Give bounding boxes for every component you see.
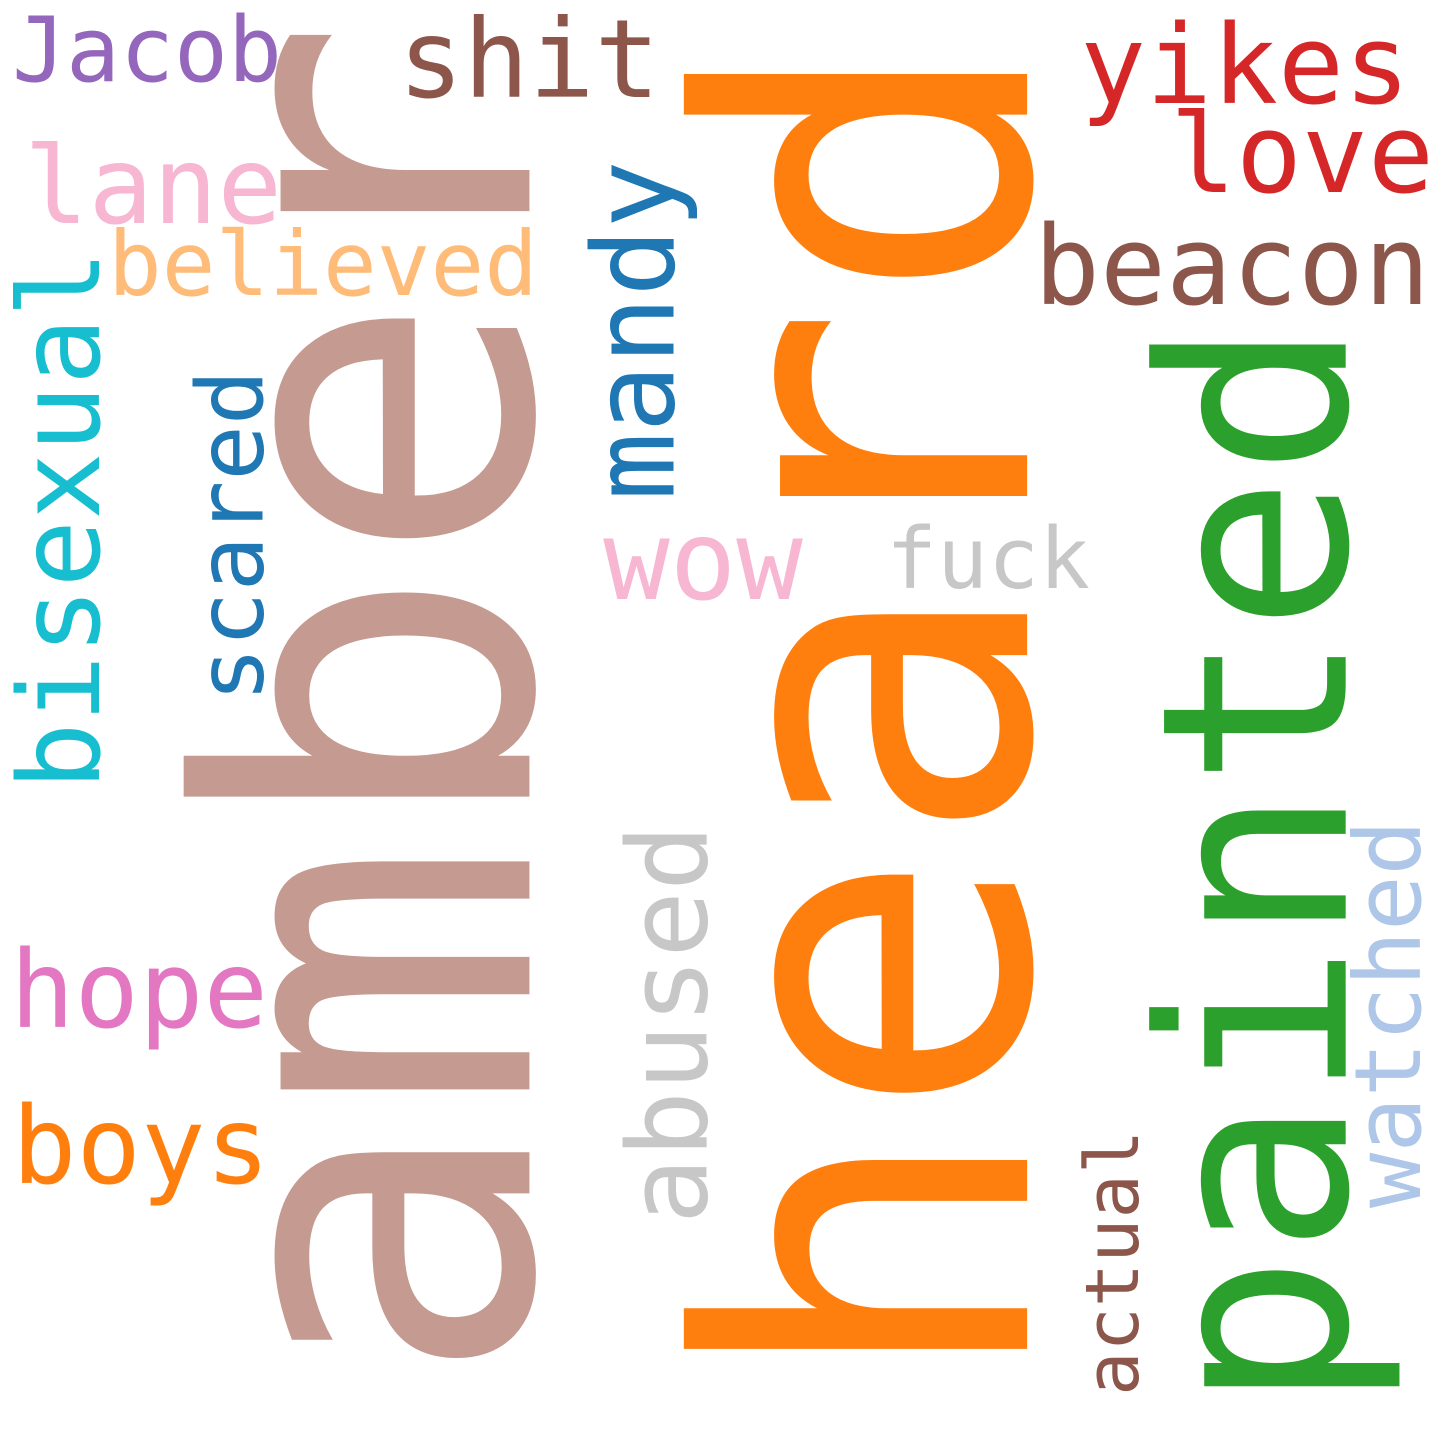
word-wow: wow <box>603 496 803 626</box>
word-beacon: beacon <box>1034 202 1430 331</box>
word-abused: abused <box>604 824 734 1224</box>
word-shit: shit <box>398 0 660 123</box>
word-lane: lane <box>24 125 282 250</box>
word-believed: believed <box>108 213 538 318</box>
word-bisexual: bisexual <box>0 250 126 790</box>
word-scared: scared <box>176 369 284 703</box>
word-watched: watched <box>1334 819 1440 1209</box>
word-mandy: mandy <box>568 160 701 500</box>
word-hope: hope <box>10 929 268 1054</box>
word-yikes: yikes <box>1080 1 1410 130</box>
word-jacob: Jacob <box>12 0 282 104</box>
word-love: love <box>1170 90 1434 219</box>
word-fuck: fuck <box>886 508 1090 608</box>
word-actual: actual <box>1071 1129 1157 1397</box>
word-boys: boys <box>12 1085 270 1210</box>
